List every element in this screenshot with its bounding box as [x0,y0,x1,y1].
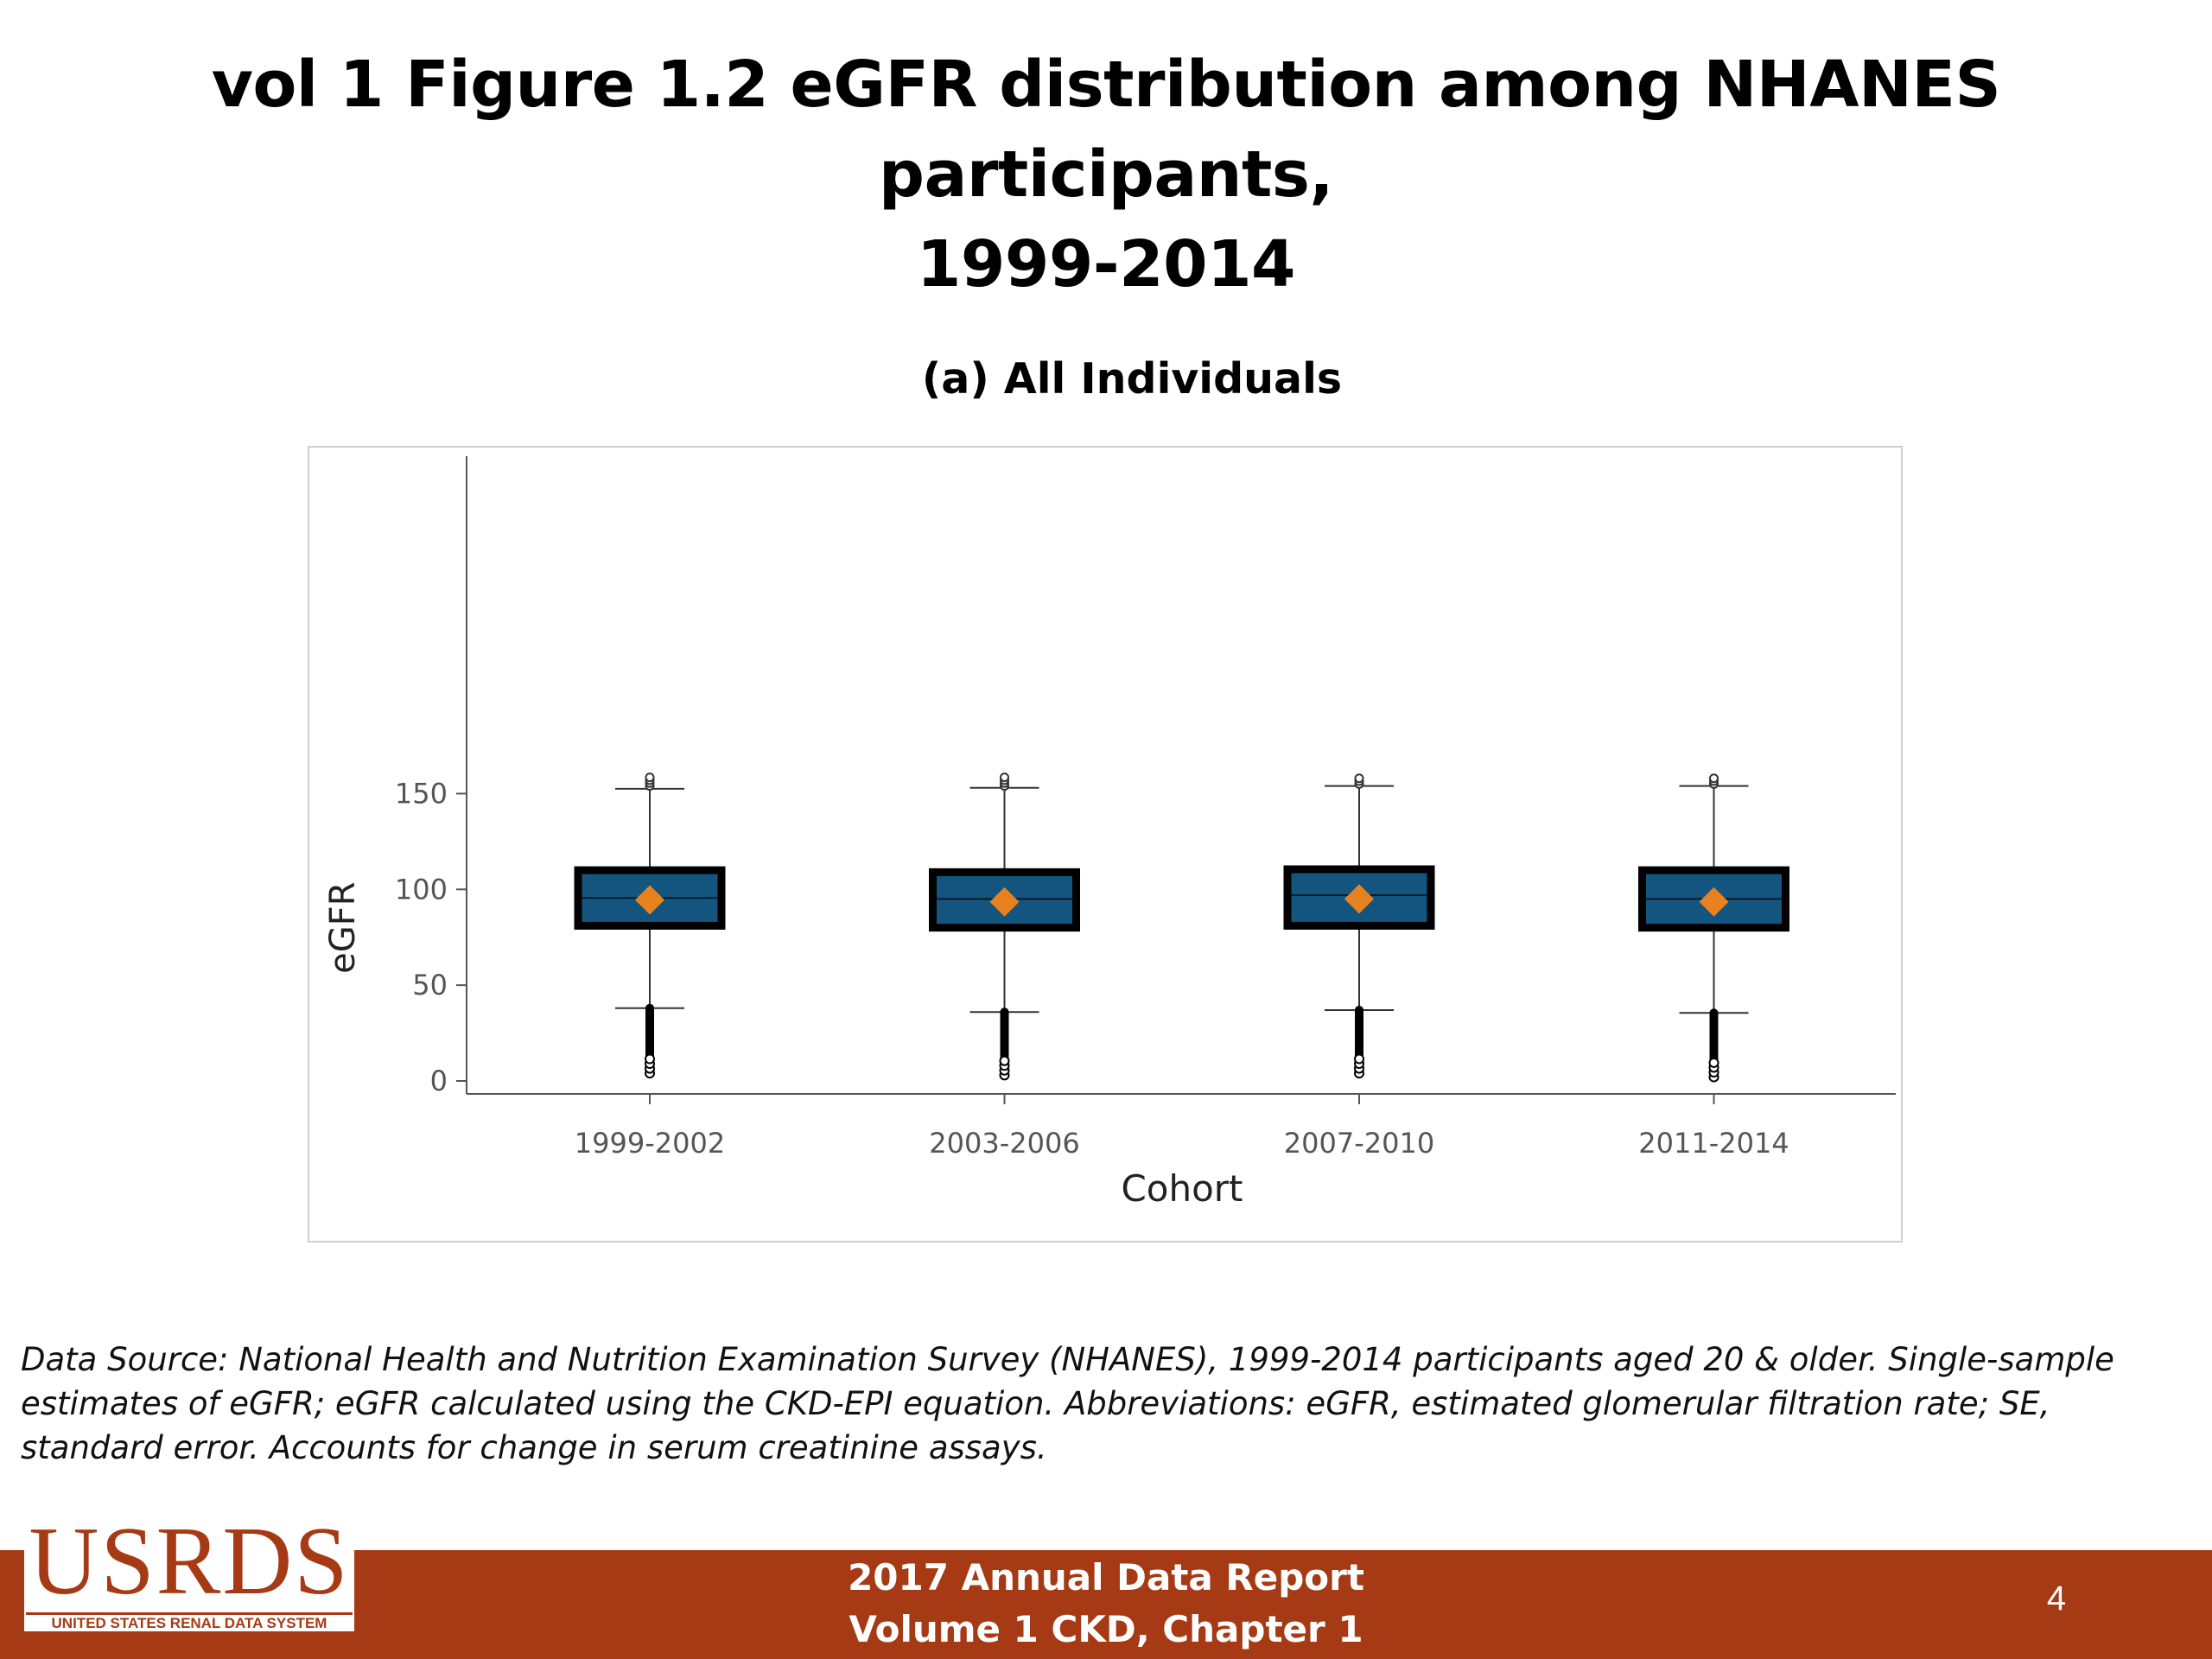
outlier-point [645,772,655,783]
mean-marker [1344,884,1374,914]
boxplot-chart: 0 50 100 150 eGFR Cohort 1999-2002 2003-2006 200… [323,456,1896,1210]
y-axis-label: eGFR [323,881,363,973]
logo-wordmark: USRDS [29,1508,350,1615]
outlier-point [1709,773,1719,784]
slide-title: vol 1 Figure 1.2 eGFR distribution among… [86,40,2126,309]
x-tick-label: 2003-2006 [929,1127,1079,1160]
y-tick-label: 0 [430,1065,448,1097]
outlier-point [1708,1057,1719,1068]
report-info: 2017 Annual Data Report Volume 1 CKD, Ch… [760,1552,1452,1656]
logo-tagline: UNITED STATES RENAL DATA SYSTEM [26,1612,353,1631]
report-volume: Volume 1 CKD, Chapter 1 [849,1608,1363,1650]
y-tick-label: 150 [395,777,448,810]
slide-title-line1: vol 1 Figure 1.2 eGFR distribution among… [211,48,2001,212]
outlier-point [645,1053,655,1065]
chart-frame: 0 50 100 150 eGFR Cohort 1999-2002 2003-2006 200… [308,446,1903,1243]
mean-marker [989,887,1020,917]
data-source-footnote: Data Source: National Health and Nutriti… [21,1341,2114,1466]
outlier-point [1354,1053,1364,1065]
x-tick-label: 2007-2010 [1284,1127,1434,1160]
outlier-point [1354,773,1364,784]
footer-bar [0,1550,2212,1659]
outlier-point [999,1055,1010,1066]
outlier-point [1000,772,1009,783]
page-number: 4 [2046,1580,2067,1618]
chart-title: (a) All Individuals [921,354,1343,404]
usrds-logo: USRDS UNITED STATES RENAL DATA SYSTEM [24,1510,354,1631]
y-tick-label: 50 [412,969,448,1001]
slide-title-line2: 1999-2014 [916,227,1296,302]
x-axis-label: Cohort [1121,1167,1243,1210]
mean-marker [1699,887,1729,917]
report-title: 2017 Annual Data Report [848,1556,1364,1599]
mean-marker [635,885,664,915]
y-tick-label: 100 [395,873,448,906]
x-tick-label: 2011-2014 [1638,1127,1789,1160]
x-tick-label: 1999-2002 [575,1127,725,1160]
iqr-box [929,868,1080,932]
